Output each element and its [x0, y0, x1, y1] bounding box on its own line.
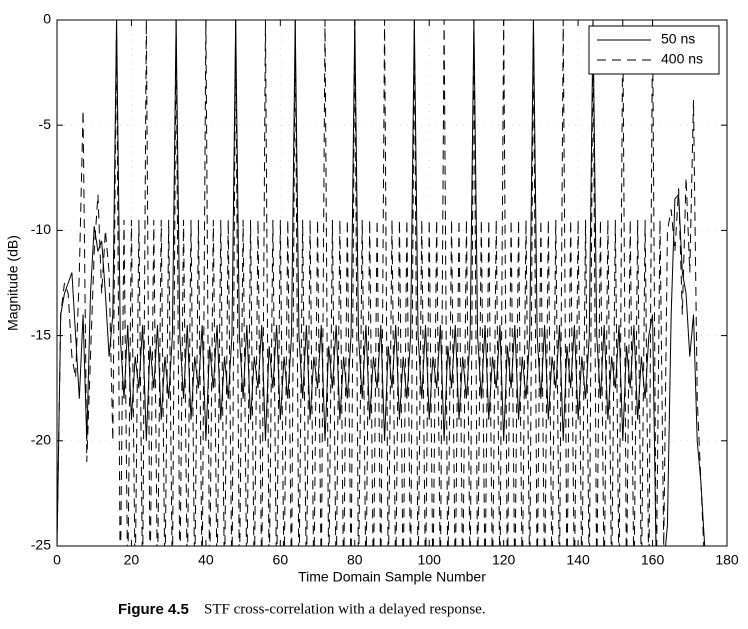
y-axis-label: Magnitude (dB) [5, 235, 21, 331]
x-tick-label: 160 [641, 552, 665, 568]
x-axis-label: Time Domain Sample Number [298, 569, 486, 585]
y-tick-label: -15 [31, 326, 51, 342]
series-line [57, 20, 705, 546]
y-tick-label: -10 [31, 221, 51, 237]
legend-label: 50 ns [661, 31, 695, 47]
figure-label: Figure 4.5 [118, 601, 189, 618]
y-tick-label: -25 [31, 537, 51, 553]
x-tick-label: 20 [124, 552, 140, 568]
x-tick-label: 120 [492, 552, 516, 568]
x-tick-label: 0 [53, 552, 61, 568]
y-tick-label: -5 [39, 116, 52, 132]
plot-frame [56, 19, 728, 547]
plot-area [57, 20, 706, 546]
series-line [57, 20, 706, 546]
x-tick-label: 60 [273, 552, 289, 568]
x-tick-label: 180 [715, 552, 739, 568]
legend-box [588, 25, 720, 75]
x-tick-label: 40 [198, 552, 214, 568]
legend-label: 400 ns [661, 51, 703, 67]
y-tick-label: 0 [43, 11, 51, 27]
x-tick-label: 140 [566, 552, 590, 568]
figure-caption: STF cross-correlation with a delayed res… [204, 601, 486, 617]
y-tick-label: -20 [31, 432, 51, 448]
x-tick-label: 100 [418, 552, 442, 568]
x-tick-label: 80 [347, 552, 363, 568]
